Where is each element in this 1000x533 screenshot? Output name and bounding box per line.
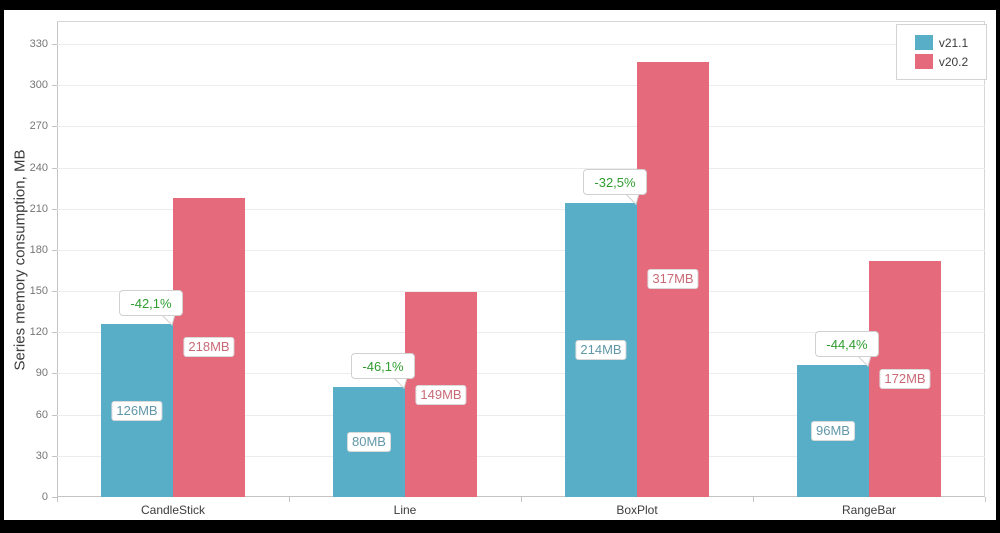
y-tick-label: 180: [29, 244, 48, 256]
value-label: 149MB: [415, 384, 467, 405]
y-axis-tick: [52, 85, 57, 86]
y-axis-tick: [52, 250, 57, 251]
y-tick-label: 240: [29, 162, 48, 174]
y-tick-label: 330: [29, 38, 48, 50]
gridline: [57, 209, 985, 210]
y-axis-tick: [52, 415, 57, 416]
category-label: RangeBar: [841, 503, 897, 517]
x-axis-tick: [289, 497, 290, 502]
y-tick-label: 300: [29, 79, 48, 91]
value-label: 317MB: [647, 269, 699, 290]
y-tick-label: 60: [35, 409, 48, 421]
y-axis-tick: [52, 168, 57, 169]
value-label: 218MB: [183, 337, 235, 358]
gridline: [57, 415, 985, 416]
annotation-callout: -32,5%: [583, 169, 647, 196]
category-label: BoxPlot: [616, 503, 658, 517]
gridline: [57, 85, 985, 86]
value-label: 96MB: [811, 421, 855, 442]
category-label: CandleStick: [140, 503, 206, 517]
value-label: 80MB: [347, 432, 391, 453]
legend-item-v20.2[interactable]: v20.2: [897, 54, 986, 69]
x-axis-tick: [521, 497, 522, 502]
y-axis-tick: [52, 44, 57, 45]
y-axis-tick: [52, 497, 57, 498]
annotation-callout: -44,4%: [815, 331, 879, 358]
gridline: [57, 332, 985, 333]
y-tick-label: 30: [35, 450, 48, 462]
gridline: [57, 168, 985, 169]
x-axis-tick: [57, 497, 58, 502]
y-tick-label: 270: [29, 120, 48, 132]
gridline: [57, 250, 985, 251]
gridline: [57, 291, 985, 292]
x-axis-tick: [753, 497, 754, 502]
y-axis-tick: [52, 209, 57, 210]
plot-area: [57, 21, 985, 497]
y-axis-tick: [52, 373, 57, 374]
y-tick-label: 120: [29, 326, 48, 338]
gridline: [57, 373, 985, 374]
y-axis-tick: [52, 126, 57, 127]
y-tick-label: 90: [35, 367, 48, 379]
value-label: 172MB: [879, 368, 931, 389]
category-label: Line: [393, 503, 417, 517]
annotation-callout: -46,1%: [351, 353, 415, 380]
value-label: 214MB: [575, 340, 627, 361]
y-tick-label: 150: [29, 285, 48, 297]
y-tick-label: 0: [41, 491, 48, 503]
y-axis-tick: [52, 332, 57, 333]
annotation-callout: -42,1%: [119, 290, 183, 317]
value-label: 126MB: [111, 400, 163, 421]
gridline: [57, 456, 985, 457]
legend-label: v21.1: [938, 35, 969, 50]
legend-swatch: [914, 35, 933, 50]
legend: v21.1 v20.2: [896, 24, 987, 80]
legend-swatch: [914, 54, 933, 69]
y-axis-tick: [52, 291, 57, 292]
y-axis-tick: [52, 456, 57, 457]
x-axis-tick: [985, 497, 986, 502]
gridline: [57, 126, 985, 127]
legend-item-v21.1[interactable]: v21.1: [897, 35, 986, 50]
legend-label: v20.2: [938, 54, 969, 69]
y-tick-label: 210: [29, 203, 48, 215]
gridline: [57, 44, 985, 45]
